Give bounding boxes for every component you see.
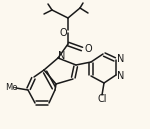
Text: O: O — [84, 44, 92, 54]
Text: O: O — [59, 28, 67, 38]
Text: N: N — [117, 71, 125, 81]
Text: N: N — [117, 54, 125, 64]
Text: N: N — [58, 51, 66, 61]
Text: Cl: Cl — [97, 94, 107, 104]
Text: Me: Me — [5, 83, 17, 92]
